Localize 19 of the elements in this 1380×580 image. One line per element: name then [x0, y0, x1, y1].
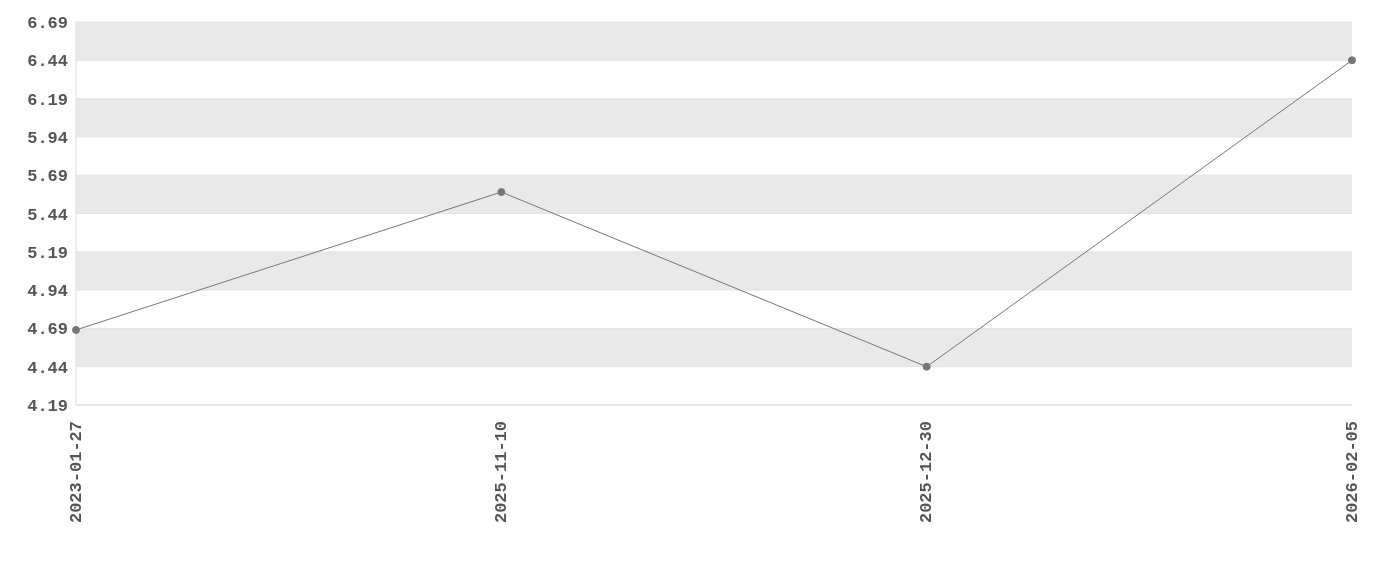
y-tick-label: 5.94	[27, 128, 68, 148]
x-tick-label: 2026-02-05	[1342, 421, 1362, 524]
point	[72, 325, 80, 334]
point	[497, 188, 506, 197]
y-tick-label: 5.44	[27, 205, 68, 225]
y-tick-label: 4.19	[27, 397, 68, 417]
x-tick-label: 2025-11-10	[491, 421, 511, 524]
y-tick-label: 4.69	[27, 320, 68, 340]
x-tick-label: 2023-01-27	[66, 421, 86, 524]
y-tick-label: 4.44	[27, 358, 68, 378]
y-tick-label: 6.69	[27, 14, 68, 34]
point	[922, 362, 931, 371]
y-tick-label: 6.19	[27, 90, 68, 110]
y-tick-label: 5.19	[27, 243, 68, 263]
y-tick-label: 4.94	[27, 282, 68, 302]
x-tick-label: 2025-12-30	[917, 421, 937, 524]
point	[1348, 56, 1356, 65]
y-tick-label: 6.44	[27, 52, 68, 72]
y-tick-label: 5.69	[27, 167, 68, 187]
